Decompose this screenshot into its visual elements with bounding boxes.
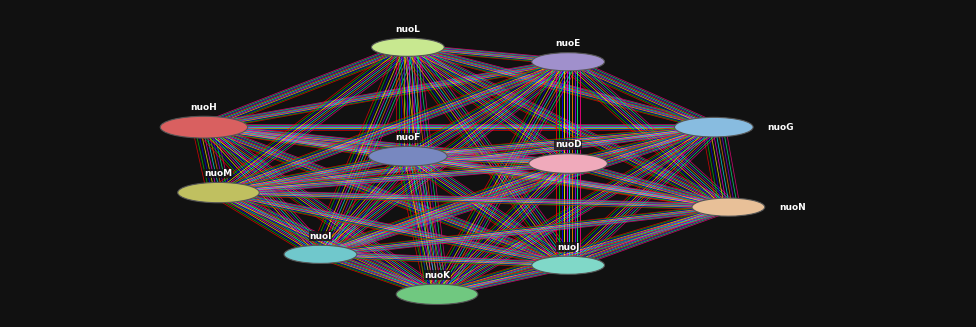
Text: nuoL: nuoL — [395, 25, 421, 34]
Text: nuoJ: nuoJ — [557, 243, 580, 252]
Text: nuoF: nuoF — [395, 133, 421, 142]
Circle shape — [532, 256, 604, 274]
Circle shape — [284, 245, 357, 264]
Text: nuoH: nuoH — [190, 103, 218, 112]
Circle shape — [369, 146, 447, 166]
Circle shape — [692, 198, 765, 216]
Text: nuoM: nuoM — [204, 169, 232, 178]
Text: nuoN: nuoN — [780, 203, 806, 212]
Circle shape — [160, 116, 248, 138]
Text: nuoI: nuoI — [309, 232, 332, 241]
Text: nuoG: nuoG — [768, 123, 794, 132]
Text: nuoK: nuoK — [424, 271, 450, 280]
Circle shape — [396, 284, 478, 304]
Circle shape — [372, 38, 444, 56]
Circle shape — [532, 53, 604, 71]
Text: nuoD: nuoD — [554, 140, 582, 149]
Circle shape — [674, 117, 753, 137]
Text: nuoE: nuoE — [555, 39, 581, 48]
Circle shape — [178, 182, 260, 203]
Circle shape — [529, 154, 607, 173]
